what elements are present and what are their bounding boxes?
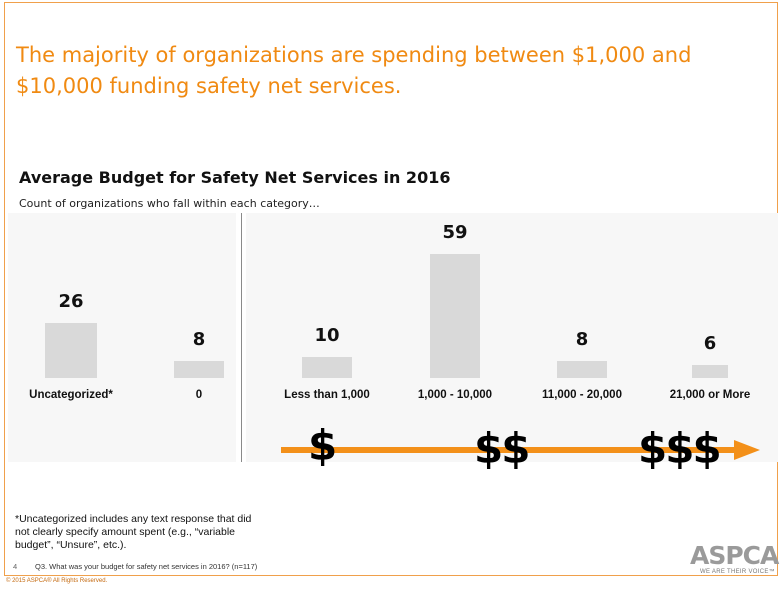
bar-5 <box>692 365 728 378</box>
logo-wordmark: ASPCA <box>690 541 779 570</box>
bar-0 <box>45 323 97 378</box>
category-label-5: 21,000 or More <box>669 389 751 401</box>
survey-question: Q3. What was your budget for safety net … <box>35 562 258 571</box>
footnote: *Uncategorized includes any text respons… <box>15 513 252 551</box>
category-label-2: Less than 1,000 <box>284 389 370 401</box>
headline: The majority of organizations are spendi… <box>16 43 692 98</box>
copyright: © 2015 ASPCA® All Rights Reserved. <box>6 578 108 584</box>
budget-panel <box>246 213 778 462</box>
data-label-5: 6 <box>703 333 717 354</box>
page-number: 4 <box>13 562 18 571</box>
dollar-symbol-high: $$$ <box>638 424 722 473</box>
bar-1 <box>174 361 224 378</box>
data-label-1: 8 <box>192 329 206 350</box>
panel-divider <box>241 213 242 462</box>
data-label-3: 59 <box>442 222 468 243</box>
arrow-head-icon <box>734 440 760 460</box>
data-label-0: 26 <box>58 291 84 312</box>
chart-title: Average Budget for Safety Net Services i… <box>19 168 451 187</box>
data-label-4: 8 <box>575 329 589 350</box>
aspca-logo: ASPCA WE ARE THEIR VOICE™ <box>690 541 780 576</box>
category-label-0: Uncategorized* <box>29 389 113 401</box>
category-label-3: 1,000 - 10,000 <box>417 389 493 401</box>
data-label-2: 10 <box>314 325 340 346</box>
cost-scale-arrow <box>281 447 736 453</box>
bar-2 <box>302 357 352 378</box>
category-label-1: 0 <box>195 389 203 401</box>
logo-tagline: WE ARE THEIR VOICE™ <box>700 569 775 575</box>
category-label-4: 11,000 - 20,000 <box>542 389 622 401</box>
dollar-symbol-low: $ <box>308 421 337 470</box>
chart-subtitle: Count of organizations who fall within e… <box>19 197 320 210</box>
bar-4 <box>557 361 607 378</box>
bar-3 <box>430 254 480 378</box>
dollar-symbol-mid: $$ <box>474 424 530 473</box>
